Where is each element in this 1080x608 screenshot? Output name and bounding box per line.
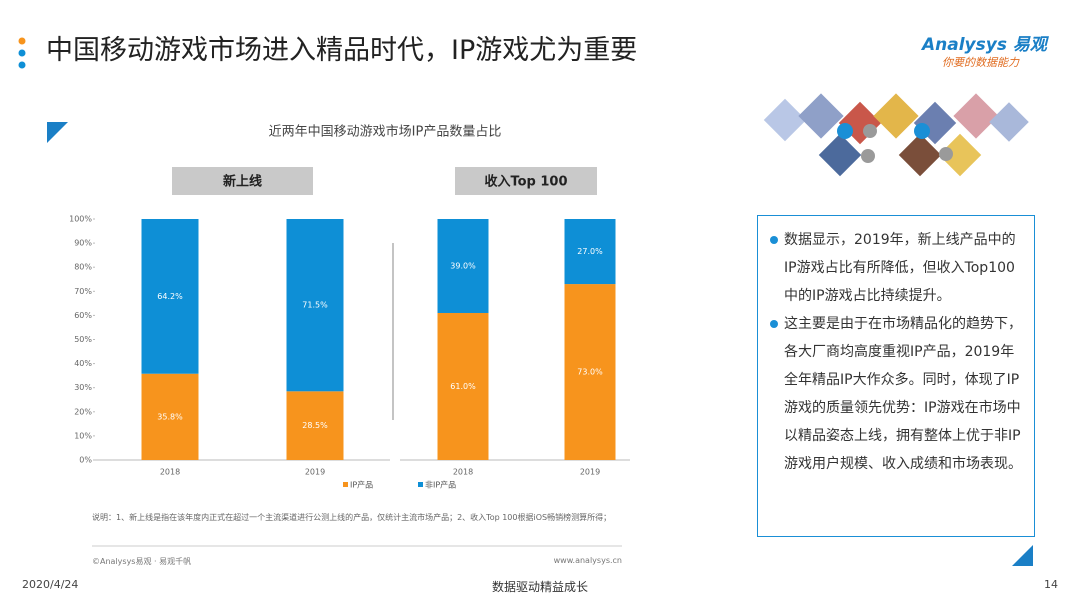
value-label: 35.8% xyxy=(157,412,183,421)
bar-segment xyxy=(141,373,199,460)
y-tick-label: 0% xyxy=(79,456,92,465)
bar-segment xyxy=(286,219,344,392)
legend-swatch xyxy=(418,482,423,487)
x-tick-label: 2018 xyxy=(160,468,180,477)
bar-segment xyxy=(141,219,199,374)
legend-label: 非IP产品 xyxy=(425,480,456,490)
dot xyxy=(18,37,26,45)
panel-header xyxy=(172,167,313,195)
value-label: 61.0% xyxy=(450,382,476,391)
insight-box: 数据显示，2019年，新上线产品中的IP游戏占比有所降低，但收入Top100中的… xyxy=(757,215,1035,537)
website: www.analysys.cn xyxy=(553,556,622,565)
footer-date: 2020/4/24 xyxy=(22,578,79,591)
bar-segment xyxy=(286,391,344,460)
dot xyxy=(18,61,26,69)
bullet xyxy=(770,236,778,244)
y-tick-label: 40% xyxy=(74,359,92,368)
panel-title: 新上线 xyxy=(223,174,262,190)
y-tick-label: 60% xyxy=(74,311,92,320)
value-label: 28.5% xyxy=(302,421,328,430)
slogan: 你要的数据能力 xyxy=(942,56,1019,69)
corner-mark xyxy=(47,122,68,143)
legend-swatch xyxy=(343,482,348,487)
note: 说明：1、新上线是指在该年度内正式在超过一个主流渠道进行公测上线的产品，仅统计主… xyxy=(92,513,612,522)
value-label: 71.5% xyxy=(302,301,328,310)
logo: Analysys 易观 xyxy=(922,35,1047,55)
copyright: ©Analysys易观 · 易观千帆 xyxy=(92,557,192,566)
y-tick-label: 70% xyxy=(74,287,92,296)
y-tick-label: 30% xyxy=(74,383,92,392)
bar-segment xyxy=(564,219,616,285)
page-number: 14 xyxy=(1044,578,1058,591)
x-tick-label: 2018 xyxy=(453,468,473,477)
bar-segment xyxy=(437,312,489,460)
value-label: 39.0% xyxy=(450,261,476,270)
y-tick-label: 90% xyxy=(74,239,92,248)
panel-title: 收入Top 100 xyxy=(484,174,567,190)
dot xyxy=(18,49,26,57)
y-tick-label: 10% xyxy=(74,431,92,440)
y-tick-label: 50% xyxy=(74,335,92,344)
x-tick-label: 2019 xyxy=(305,468,325,477)
bar-segment xyxy=(564,284,616,460)
y-tick-label: 20% xyxy=(74,407,92,416)
insight: 数据显示，2019年，新上线产品中的IP游戏占比有所降低，但收入Top100中的… xyxy=(770,226,1024,310)
figure-title: 近两年中国移动游戏市场IP产品数量占比 xyxy=(269,124,502,140)
footer-center: 数据驱动精益成长 xyxy=(491,580,588,594)
bullet xyxy=(770,320,778,328)
panel-header xyxy=(455,167,597,195)
x-tick-label: 2019 xyxy=(580,468,600,477)
corner-mark xyxy=(1012,545,1033,566)
slide-title: 中国移动游戏市场进入精品时代，IP游戏尤为重要 xyxy=(46,35,638,66)
y-tick-label: 80% xyxy=(74,263,92,272)
value-label: 64.2% xyxy=(157,292,183,301)
insight: 这主要是由于在市场精品化的趋势下，各大厂商均高度重视IP产品，2019年全年精品… xyxy=(770,310,1024,478)
insight-text: 这主要是由于在市场精品化的趋势下，各大厂商均高度重视IP产品，2019年全年精品… xyxy=(784,316,1022,472)
bar-segment xyxy=(437,219,489,313)
value-label: 73.0% xyxy=(577,368,603,377)
value-label: 27.0% xyxy=(577,247,603,256)
y-tick-label: 100% xyxy=(69,215,92,224)
insight-text: 数据显示，2019年，新上线产品中的IP游戏占比有所降低，但收入Top100中的… xyxy=(784,232,1016,304)
legend-label: IP产品 xyxy=(350,480,373,490)
collage xyxy=(763,93,1029,177)
